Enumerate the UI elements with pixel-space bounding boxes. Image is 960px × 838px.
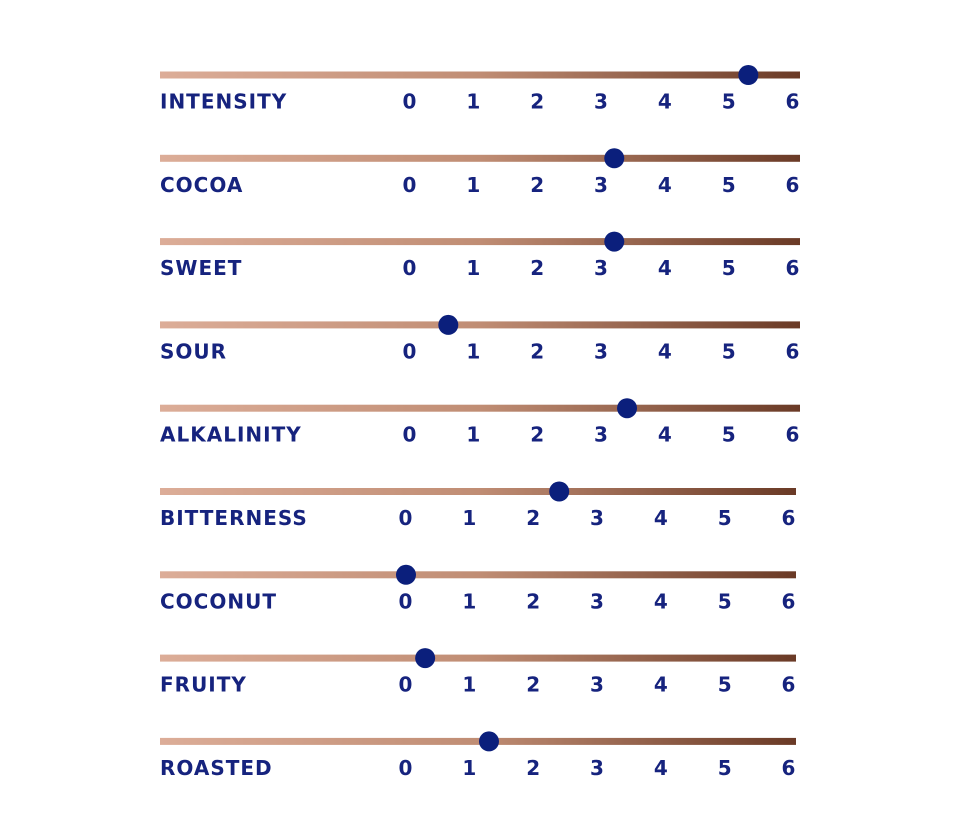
x-tick-label: 2 [526,506,541,530]
x-tick-label: 3 [590,673,605,697]
slider-track [160,404,800,412]
x-tick-label: 0 [399,756,414,780]
x-tick-label: 0 [399,506,414,530]
x-tick-label: 6 [786,256,801,280]
x-tick-label: 3 [594,90,609,114]
x-tick-label: 2 [526,756,541,780]
row-label: SWEET [160,256,242,280]
x-tick-label: 5 [722,339,737,363]
x-tick-label: 2 [530,90,545,114]
x-tick-label: 0 [399,673,414,697]
x-tick-label: 0 [403,90,418,114]
x-tick-label: 3 [594,256,609,280]
x-tick-label: 1 [466,173,481,197]
slider-track [160,154,800,162]
x-tick-label: 5 [718,756,733,780]
x-tick-label: 0 [403,339,418,363]
x-tick-label: 6 [786,423,801,447]
slider-track [160,654,796,662]
slider-dot [549,481,570,502]
slider-track [160,321,800,329]
x-tick-label: 6 [782,506,797,530]
x-tick-label: 6 [782,589,797,613]
x-tick-label: 3 [594,339,609,363]
x-tick-label: 2 [530,173,545,197]
x-tick-label: 0 [403,256,418,280]
row-label: ALKALINITY [160,423,302,447]
row-label: SOUR [160,339,227,363]
slider-track [160,737,796,745]
x-tick-label: 3 [594,423,609,447]
slider-track [160,71,800,79]
x-tick-label: 4 [658,90,673,114]
x-tick-label: 4 [654,756,669,780]
x-tick-label: 1 [462,506,477,530]
slider-track [160,571,796,579]
x-tick-label: 3 [590,506,605,530]
slider-dot [604,148,625,169]
x-tick-label: 5 [722,423,737,447]
row-label: COCOA [160,173,243,197]
x-tick-label: 1 [462,589,477,613]
slider-dot [438,314,459,335]
x-tick-label: 1 [466,256,481,280]
x-tick-label: 2 [530,423,545,447]
slider-track [160,488,796,495]
x-tick-label: 6 [782,756,797,780]
x-tick-label: 4 [658,423,673,447]
slider-dot [396,564,416,585]
x-tick-label: 3 [594,173,609,197]
x-tick-label: 6 [782,673,797,697]
x-tick-label: 0 [399,589,414,613]
row-label: INTENSITY [160,90,287,114]
x-tick-label: 4 [658,256,673,280]
x-tick-label: 1 [466,339,481,363]
row-label: BITTERNESS [160,506,308,530]
x-tick-label: 0 [403,423,418,447]
slider-dot [415,648,436,669]
x-tick-label: 5 [718,673,733,697]
x-tick-label: 4 [658,339,673,363]
x-tick-label: 5 [722,173,737,197]
x-tick-label: 6 [786,339,801,363]
slider-dot [604,231,625,252]
x-tick-label: 5 [722,90,737,114]
x-tick-label: 1 [466,423,481,447]
slider-dot [478,731,499,752]
x-tick-label: 4 [654,589,669,613]
x-tick-label: 5 [718,506,733,530]
x-tick-label: 4 [654,506,669,530]
x-tick-label: 5 [718,589,733,613]
x-tick-label: 2 [530,256,545,280]
x-tick-label: 2 [530,339,545,363]
x-tick-label: 3 [590,589,605,613]
x-tick-label: 4 [654,673,669,697]
x-tick-label: 2 [526,589,541,613]
row-label: ROASTED [160,756,273,780]
row-label: COCONUT [160,589,277,613]
x-tick-label: 5 [722,256,737,280]
row-label: FRUITY [160,673,247,697]
slider-dot [738,65,759,85]
x-tick-label: 3 [590,756,605,780]
x-tick-label: 4 [658,173,673,197]
slider-track [160,238,800,246]
x-tick-label: 1 [462,756,477,780]
x-tick-label: 0 [403,173,418,197]
x-tick-label: 6 [786,90,801,114]
x-tick-label: 2 [526,673,541,697]
x-tick-label: 1 [466,90,481,114]
x-tick-label: 6 [786,173,801,197]
x-tick-label: 1 [462,673,477,697]
slider-dot [617,398,638,419]
